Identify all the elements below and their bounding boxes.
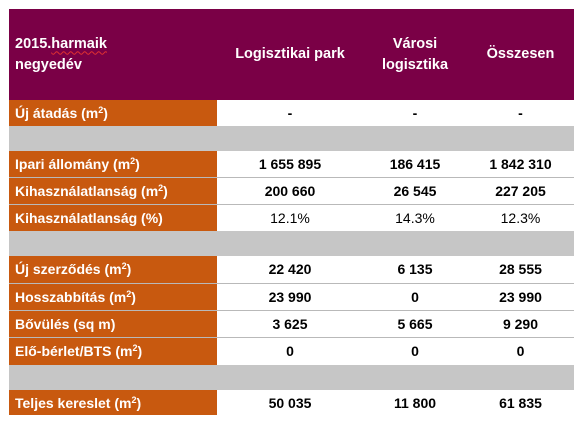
row-label-superscript: 2: [130, 155, 136, 166]
separator-row: [9, 126, 574, 151]
value-urban-logistics: 5 665: [363, 309, 467, 337]
row-label-superscript: 2: [132, 343, 138, 354]
table-row: Ipari állomány (m2) 1 655 895 186 415 1 842…: [9, 151, 574, 177]
row-label-text: Elő-bérlet/BTS (m: [15, 343, 133, 360]
value-logistics-park: 3 625: [217, 309, 363, 337]
row-label-text: Teljes kereslet (m: [15, 394, 132, 411]
period-header: 2015.harmaik negyedév: [15, 34, 111, 76]
col-header-urban-line1: Városi: [392, 35, 438, 52]
row-label-text: Kihasználatlanság (m: [15, 182, 159, 199]
row-label-text: Bővülés (sq m): [15, 315, 116, 332]
table-row: Új átadás (m2) - - -: [9, 100, 574, 126]
value-logistics-park: 50 035: [217, 390, 363, 415]
row-label: Hosszabbítás (m2): [9, 282, 217, 310]
separator-cell: [9, 126, 574, 151]
col-header-total: Összesen: [467, 9, 574, 100]
table-row: Kihasználatlanság (%) 12.1% 14.3% 12.3%: [9, 203, 574, 231]
value-total: 0: [467, 336, 574, 365]
row-label-suffix: ): [135, 155, 140, 172]
row-label: Kihasználatlanság (m2): [9, 176, 217, 204]
row-label: Teljes kereslet (m2): [9, 390, 217, 415]
value-logistics-park: 12.1%: [217, 203, 363, 231]
row-label: Elő-bérlet/BTS (m2): [9, 336, 217, 365]
col-header-logistics-park: Logisztikai park: [217, 9, 363, 100]
row-label-superscript: 2: [158, 182, 164, 193]
row-label-superscript: 2: [131, 394, 137, 405]
value-urban-logistics: 186 415: [363, 151, 467, 177]
value-total: 12.3%: [467, 203, 574, 231]
table-row: Elő-bérlet/BTS (m2) 0 0 0: [9, 336, 574, 365]
value-total: 1 842 310: [467, 151, 574, 177]
separator-cell: [9, 365, 574, 390]
header-row: 2015.harmaik negyedév Logisztikai park V…: [9, 9, 574, 100]
value-total: -: [467, 100, 574, 126]
value-total: 9 290: [467, 309, 574, 337]
row-label-suffix: ): [163, 182, 168, 199]
value-urban-logistics: 26 545: [363, 176, 467, 204]
row-label: Bővülés (sq m): [9, 309, 217, 337]
period-header-cell: 2015.harmaik negyedév: [9, 9, 217, 100]
row-label-superscript: 2: [121, 261, 127, 272]
row-label-suffix: ): [136, 394, 142, 411]
row-label-suffix: ): [103, 105, 108, 121]
value-urban-logistics: 6 135: [363, 256, 467, 283]
value-total: 61 835: [467, 390, 574, 415]
period-prefix: 2015.: [15, 35, 52, 52]
table-body: Új átadás (m2) - - - Ipari állomány (m2) 1 65…: [9, 100, 574, 415]
period-line2: negyedév: [15, 56, 82, 73]
col-header-urban-logistics: Városi logisztika: [363, 9, 467, 100]
row-label-suffix: ): [137, 343, 143, 360]
table-row: Hosszabbítás (m2) 23 990 0 23 990: [9, 282, 574, 310]
separator-cell: [9, 231, 574, 256]
value-urban-logistics: 14.3%: [363, 203, 467, 231]
table-row: Bővülés (sq m) 3 625 5 665 9 290: [9, 309, 574, 337]
value-urban-logistics: 0: [363, 336, 467, 365]
period-word: harmaik: [51, 35, 107, 52]
value-urban-logistics: 0: [363, 282, 467, 310]
value-logistics-park: 23 990: [217, 282, 363, 310]
row-label: Kihasználatlanság (%): [9, 203, 217, 231]
separator-row: [9, 231, 574, 256]
table-row: Teljes kereslet (m2) 50 035 11 800 61 835: [9, 390, 574, 415]
col-header-urban-line2: logisztika: [381, 56, 449, 73]
market-summary-table: 2015.harmaik negyedév Logisztikai park V…: [9, 9, 574, 415]
value-logistics-park: 22 420: [217, 256, 363, 283]
row-label-text: Ipari állomány (m: [15, 155, 131, 172]
table-row: Új szerződés (m2) 22 420 6 135 28 555: [9, 256, 574, 283]
row-label-superscript: 2: [126, 288, 132, 299]
value-logistics-park: 200 660: [217, 176, 363, 204]
value-logistics-park: 1 655 895: [217, 151, 363, 177]
value-urban-logistics: 11 800: [363, 390, 467, 415]
row-label-superscript: 2: [98, 105, 104, 115]
row-label-suffix: ): [131, 288, 136, 305]
value-total: 23 990: [467, 282, 574, 310]
value-total: 227 205: [467, 176, 574, 204]
row-label-text: Új átadás (m: [15, 105, 99, 121]
value-logistics-park: 0: [217, 336, 363, 365]
separator-row: [9, 365, 574, 390]
value-logistics-park: -: [217, 100, 363, 126]
row-label-text: Kihasználatlanság (%): [15, 209, 163, 226]
value-urban-logistics: -: [363, 100, 467, 126]
table-row: Kihasználatlanság (m2) 200 660 26 545 227 2…: [9, 176, 574, 204]
row-label-text: Hosszabbítás (m: [15, 288, 127, 305]
row-label: Új szerződés (m2): [9, 256, 217, 283]
row-label: Ipari állomány (m2): [9, 151, 217, 177]
row-label-suffix: ): [126, 261, 132, 278]
row-label: Új átadás (m2): [9, 100, 217, 126]
value-total: 28 555: [467, 256, 574, 283]
row-label-text: Új szerződés (m: [15, 261, 122, 278]
